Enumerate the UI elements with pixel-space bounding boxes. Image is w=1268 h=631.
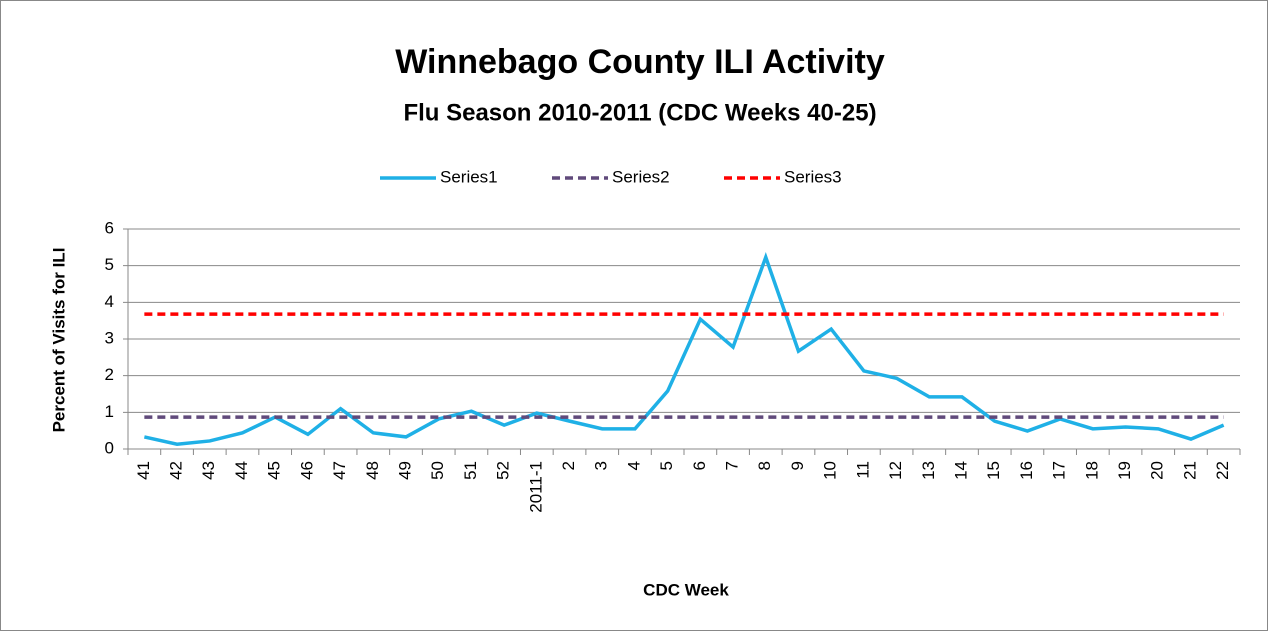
x-tick-label: 11 [853,461,872,479]
x-tick-label: 7 [723,461,742,470]
x-tick-label: 21 [1180,461,1199,480]
x-tick-label: 4 [624,461,643,470]
x-tick-label: 12 [886,461,905,480]
x-axis-title: CDC Week [643,580,729,599]
chart-title: Winnebago County ILI Activity [395,43,885,81]
y-tick-label: 6 [105,218,114,237]
x-tick-label: 2 [559,461,578,470]
y-axis-title: Percent of Visits for ILI [49,248,68,433]
x-tick-label: 3 [592,461,611,470]
x-tick-label: 22 [1213,461,1232,480]
x-tick-label: 45 [265,461,284,480]
y-tick-label: 5 [105,255,114,274]
x-tick-label: 52 [494,461,513,480]
x-tick-label: 17 [1050,461,1069,480]
x-tick-label: 46 [297,461,316,480]
y-tick-label: 2 [105,365,114,384]
x-tick-label: 42 [167,461,186,480]
x-tick-label: 10 [821,461,840,480]
x-tick-label: 48 [363,461,382,480]
x-tick-label: 16 [1017,461,1036,480]
y-tick-label: 4 [105,292,114,311]
x-tick-label: 20 [1148,461,1167,480]
x-tick-label: 14 [951,461,970,480]
x-tick-label: 43 [199,461,218,480]
x-tick-label: 6 [690,461,709,470]
x-tick-label: 9 [788,461,807,470]
x-tick-label: 44 [232,461,251,480]
x-tick-label: 18 [1082,461,1101,480]
x-tick-label: 8 [755,461,774,470]
chart-subtitle: Flu Season 2010-2011 (CDC Weeks 40-25) [403,99,876,126]
x-tick-label: 47 [330,461,349,480]
legend-label: Series2 [612,167,670,186]
x-tick-label: 41 [134,461,153,480]
x-tick-label: 15 [984,461,1003,480]
x-tick-label: 49 [395,461,414,480]
series-line [143,252,1225,447]
legend-label: Series3 [784,167,842,186]
x-tick-label: 19 [1115,461,1134,480]
y-tick-label: 1 [105,402,114,421]
y-tick-label: 3 [105,328,114,347]
x-tick-label: 5 [657,461,676,470]
x-tick-label: 51 [461,461,480,480]
x-tick-label: 2011-1 [526,461,545,513]
y-tick-label: 0 [105,438,114,457]
legend-label: Series1 [440,167,498,186]
x-tick-label: 50 [428,461,447,480]
x-tick-label: 13 [919,461,938,480]
